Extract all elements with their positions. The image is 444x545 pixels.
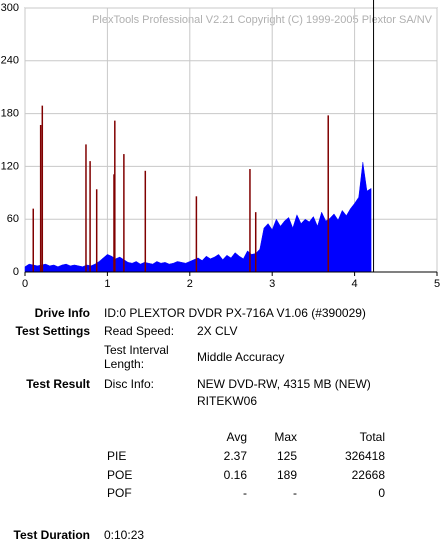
x-tick-label: 2	[187, 278, 193, 290]
label: Test Interval Length:	[104, 343, 169, 371]
table-cell: 2.37	[223, 449, 247, 463]
table-cell: Total	[359, 430, 385, 444]
label: Drive Info	[34, 306, 90, 320]
x-tick-label: 1	[104, 278, 110, 290]
table-cell: -	[243, 486, 247, 500]
table-cell: -	[293, 486, 297, 500]
value: 0:10:23	[104, 528, 145, 542]
pie-area	[24, 161, 372, 273]
y-tick-label: 120	[1, 160, 19, 172]
table-cell: POF	[107, 486, 132, 500]
table-cell: POE	[107, 467, 133, 482]
table-cell: Max	[274, 430, 297, 444]
table-cell: 22668	[351, 467, 385, 482]
y-tick-label: 60	[7, 213, 19, 225]
value: 2X CLV	[197, 324, 238, 338]
label: Read Speed:	[104, 324, 175, 338]
value: ID:0 PLEXTOR DVDR PX-716A V1.06 (#390029…	[104, 306, 366, 320]
x-tick-label: 5	[434, 278, 440, 290]
table-cell: 326418	[344, 449, 385, 463]
value: Middle Accuracy	[197, 350, 285, 364]
value: NEW DVD-RW, 4315 MB (NEW)	[197, 377, 371, 391]
table-cell: 125	[276, 449, 297, 463]
label: Test Settings	[15, 324, 90, 338]
label: Test Result	[26, 377, 90, 391]
x-tick-label: 3	[269, 278, 275, 290]
value: RITEKW06	[197, 394, 258, 408]
label: Test Duration	[13, 528, 90, 542]
chart-title: PlexTools Professional V2.21 Copyright (…	[92, 14, 433, 26]
y-tick-label: 240	[1, 55, 19, 67]
table-cell: Avg	[226, 430, 247, 444]
table-cell: 0	[378, 486, 385, 500]
label: Disc Info:	[104, 377, 155, 391]
table-cell: PIE	[107, 449, 127, 463]
chart: PlexTools Professional V2.21 Copyright (…	[1, 0, 440, 290]
table-cell: 0.16	[223, 467, 247, 482]
plot-area	[24, 7, 438, 273]
x-tick-label: 4	[352, 278, 358, 290]
y-tick-label: 0	[13, 266, 19, 278]
table-cell: 189	[276, 467, 297, 482]
y-tick-label: 300	[1, 2, 19, 14]
x-tick-label: 0	[22, 278, 28, 290]
y-tick-label: 180	[1, 108, 19, 120]
